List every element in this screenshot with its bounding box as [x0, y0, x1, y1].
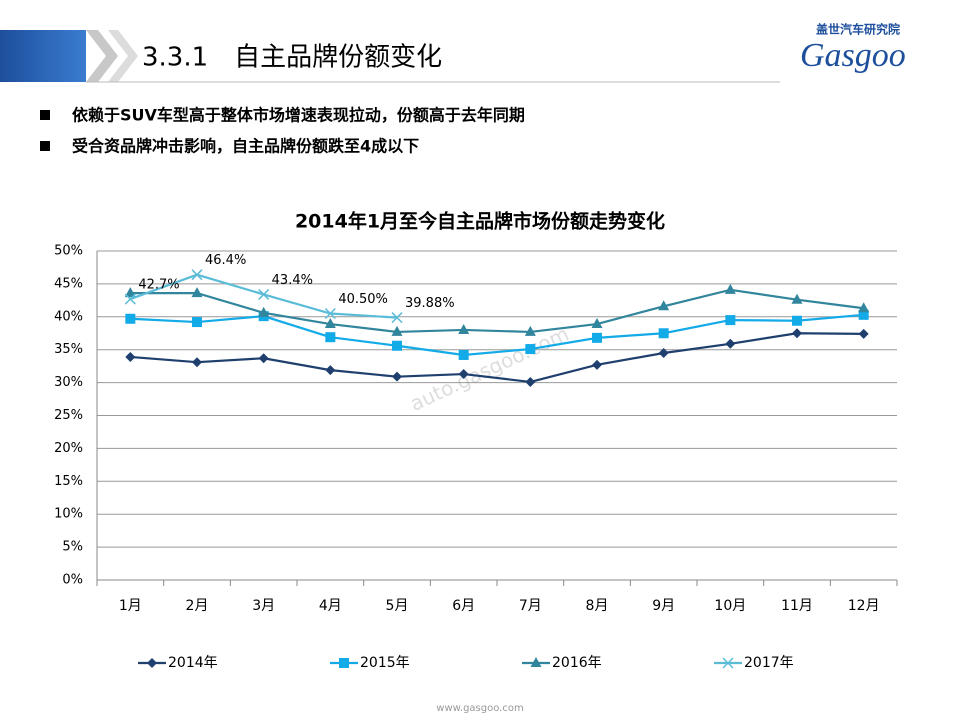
marker — [458, 323, 470, 334]
x-tick-label: 10月 — [714, 598, 746, 614]
chevron — [86, 30, 118, 82]
x-tick-label: 9月 — [652, 598, 675, 614]
y-tick-label: 5% — [62, 540, 83, 555]
marker — [725, 338, 736, 349]
marker — [391, 312, 403, 324]
marker — [191, 269, 203, 281]
header-block — [0, 30, 86, 82]
marker — [124, 287, 136, 298]
marker — [325, 365, 336, 376]
marker — [722, 657, 734, 669]
marker — [525, 344, 536, 355]
x-tick-label: 4月 — [319, 598, 342, 614]
marker — [458, 369, 469, 380]
data-label: 43.4% — [272, 273, 313, 288]
series-line — [130, 288, 864, 334]
marker — [591, 318, 603, 329]
marker — [858, 302, 870, 313]
marker — [392, 371, 402, 382]
marker — [125, 351, 136, 362]
x-tick-label: 12月 — [848, 598, 880, 614]
marker — [724, 283, 736, 294]
marker — [147, 658, 157, 668]
y-tick-label: 25% — [54, 408, 83, 423]
marker — [530, 657, 542, 667]
y-tick-label: 15% — [54, 474, 83, 489]
marker — [658, 300, 670, 311]
y-tick-label: 20% — [54, 441, 83, 456]
marker — [592, 332, 602, 343]
marker — [524, 325, 536, 336]
marker — [124, 293, 136, 305]
footer: www.gasgoo.com — [436, 703, 523, 714]
x-tick-label: 6月 — [452, 598, 475, 614]
watermark: auto.gasgoo.com — [406, 321, 572, 416]
marker — [592, 359, 602, 370]
bullet — [40, 141, 50, 151]
y-tick-label: 35% — [54, 342, 83, 357]
data-label: 42.7% — [138, 278, 179, 293]
legend-label: 2016年 — [552, 655, 602, 671]
data-label: 40.50% — [338, 292, 388, 307]
chevron — [108, 30, 138, 82]
bullet-text: 受合资品牌冲击影响，自主品牌份额跌至4成以下 — [72, 137, 419, 156]
x-tick-label: 1月 — [119, 598, 142, 614]
marker — [725, 315, 736, 326]
marker — [324, 318, 336, 329]
logo-en: Gasgoo — [800, 37, 906, 74]
marker — [658, 328, 669, 339]
x-tick-label: 3月 — [252, 598, 275, 614]
marker — [392, 340, 402, 351]
slide-title: 3.3.1 自主品牌份额变化 — [142, 43, 442, 73]
data-label: 39.88% — [405, 296, 455, 311]
marker — [458, 349, 469, 360]
marker — [191, 287, 203, 298]
x-tick-label: 11月 — [781, 598, 813, 614]
marker — [192, 317, 202, 328]
bullet-text: 依赖于SUV车型高于整体市场增速表现拉动，份额高于去年同期 — [72, 106, 525, 125]
logo-cn: 盖世汽车研究院 — [816, 22, 900, 37]
data-label: 46.4% — [205, 253, 246, 268]
marker — [258, 306, 270, 317]
legend-label: 2015年 — [360, 655, 410, 671]
y-tick-label: 45% — [54, 276, 83, 291]
marker — [391, 325, 403, 336]
marker — [325, 332, 336, 343]
x-tick-label: 5月 — [386, 598, 409, 614]
marker — [258, 353, 269, 364]
series-line — [130, 313, 864, 357]
marker — [339, 658, 349, 668]
marker — [324, 307, 336, 320]
y-tick-label: 10% — [54, 507, 83, 522]
marker — [125, 313, 136, 324]
legend-label: 2014年 — [168, 655, 218, 671]
y-tick-label: 50% — [54, 244, 83, 259]
legend-label: 2017年 — [744, 655, 794, 671]
marker — [192, 357, 202, 368]
marker — [658, 347, 669, 358]
bullet — [40, 110, 50, 120]
marker — [258, 288, 270, 300]
marker — [792, 315, 802, 326]
x-tick-label: 7月 — [519, 598, 542, 614]
x-tick-label: 2月 — [186, 598, 209, 614]
marker — [858, 328, 869, 339]
series-line — [130, 332, 864, 384]
x-tick-label: 8月 — [586, 598, 609, 614]
chart-title: 2014年1月至今自主品牌市场份额走势变化 — [295, 210, 665, 233]
marker — [525, 376, 536, 387]
y-tick-label: 40% — [54, 309, 83, 324]
y-tick-label: 30% — [54, 375, 83, 390]
y-tick-label: 0% — [62, 573, 83, 588]
marker — [858, 309, 869, 320]
marker — [792, 328, 802, 339]
marker — [791, 293, 803, 304]
